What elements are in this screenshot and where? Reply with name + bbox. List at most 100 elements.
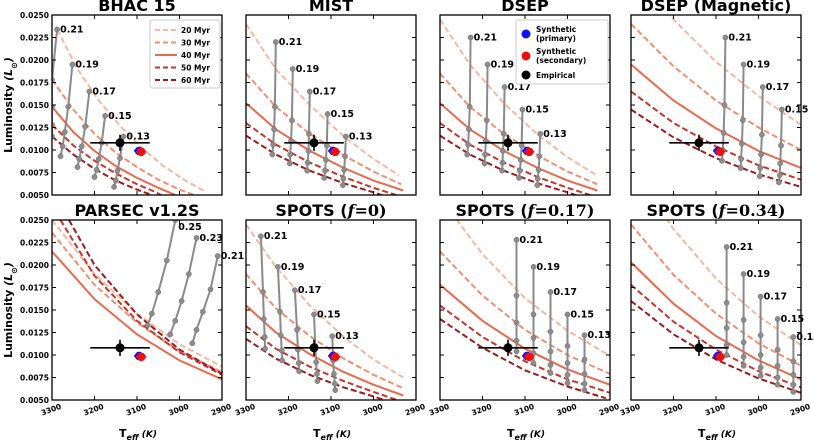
track-point [272, 103, 278, 110]
plot-area [246, 223, 404, 400]
track-point [581, 332, 588, 339]
x-axis-label: Teff (K) [119, 427, 157, 442]
legend-label: 40 Myr [181, 51, 210, 60]
track-point [499, 167, 505, 174]
track-point [323, 142, 330, 149]
y-axis-label-sun: ⊙ [10, 62, 19, 69]
track-point [530, 263, 537, 270]
track-point [740, 362, 747, 369]
x-tick-label: 3300 [428, 402, 451, 418]
track-point [286, 160, 293, 167]
x-axis-label-unit: (K) [139, 430, 157, 440]
track-point [57, 153, 64, 160]
mass-label: 0.15 [331, 109, 354, 120]
track-point [149, 310, 155, 317]
track-point [537, 130, 544, 137]
track-point [163, 257, 170, 264]
track-point [59, 143, 66, 150]
mass-label: 0.15 [785, 105, 808, 116]
track-point [790, 334, 797, 340]
track-point [513, 292, 520, 299]
mass-label: 0.17 [508, 82, 531, 93]
synthetic-secondary-point [330, 147, 340, 157]
isochrone-30-myr [440, 250, 610, 375]
track-point [172, 317, 179, 324]
track-point [536, 153, 543, 160]
track-point [757, 352, 764, 358]
panel-2: MIST 0.21 0.19 0.17 0.15 0.13 [245, 0, 417, 196]
track-point [740, 317, 747, 323]
track-point [313, 359, 319, 366]
track-point [757, 372, 764, 379]
track-point [272, 39, 279, 45]
isochrone-20-myr [455, 220, 610, 357]
panel-title-value: =0) [354, 201, 386, 220]
isochrone-50-myr [631, 90, 801, 181]
track-point [774, 346, 781, 353]
track-point [93, 166, 100, 173]
track-point [314, 371, 320, 377]
isochrone-60-myr [246, 337, 385, 400]
y-tick-label: 0.0150 [20, 306, 49, 315]
track-point [114, 167, 121, 174]
track-point [483, 117, 490, 124]
track-point [466, 126, 472, 133]
empirical-point [115, 138, 125, 148]
track-point [564, 380, 571, 386]
track-point [306, 130, 312, 137]
track-point [296, 368, 302, 375]
synthetic-secondary-point [524, 147, 534, 157]
point-legend: Synthetic(primary)Synthetic(secondary)Em… [515, 19, 609, 85]
mass-label: 0.21 [474, 33, 497, 44]
track-point [314, 378, 321, 384]
track-point [723, 342, 730, 348]
mass-label: 0.13 [543, 129, 566, 140]
legend-box [515, 19, 609, 85]
panel-frame [630, 219, 802, 401]
y-axis-label-sun: ⊙ [10, 267, 19, 274]
track-point [200, 308, 206, 315]
panel-title: SPOTS (f=0.17) [455, 201, 594, 220]
x-tick-label: 3100 [704, 402, 727, 418]
track-point [530, 360, 537, 366]
track-point [530, 311, 537, 318]
mass-label: 0.19 [281, 262, 304, 273]
mass-label: 0.21 [520, 235, 543, 246]
track-point [311, 311, 317, 318]
empirical-point [503, 138, 513, 148]
track-point [517, 167, 523, 174]
panel-title-f: f [527, 201, 538, 220]
y-tick-label: 0.0175 [20, 79, 49, 88]
mass-track-0.21 [466, 37, 472, 155]
x-tick-label: 3300 [619, 402, 642, 418]
track-point [534, 175, 541, 182]
y-tick-label: 0.0250 [20, 216, 49, 225]
track-point [294, 326, 300, 333]
track-point [262, 345, 268, 352]
panel-title-text: SPOTS ( [455, 201, 527, 220]
track-point [270, 141, 277, 148]
x-axis-label-main: T [313, 427, 321, 440]
track-point [289, 66, 296, 72]
track-point [513, 337, 520, 344]
synthetic-secondary-point [136, 147, 146, 157]
track-point [778, 142, 784, 149]
track-point [518, 142, 525, 149]
mass-label: 0.17 [764, 292, 787, 303]
empirical-point [694, 343, 704, 353]
y-tick-label: 0.0050 [20, 191, 49, 200]
track-point [343, 133, 349, 140]
track-point [581, 387, 588, 393]
track-point [757, 165, 764, 171]
track-point [517, 157, 524, 163]
legend-box [149, 19, 221, 89]
y-tick-label: 0.0125 [20, 124, 49, 133]
mass-label: 0.17 [766, 82, 789, 93]
panel-frame [245, 14, 417, 196]
track-point [535, 166, 542, 173]
y-tick-label: 0.0200 [20, 56, 49, 65]
empirical-point [309, 343, 319, 353]
track-point [774, 374, 781, 381]
mass-label: 0.15 [108, 111, 131, 122]
legend-marker [521, 29, 531, 39]
